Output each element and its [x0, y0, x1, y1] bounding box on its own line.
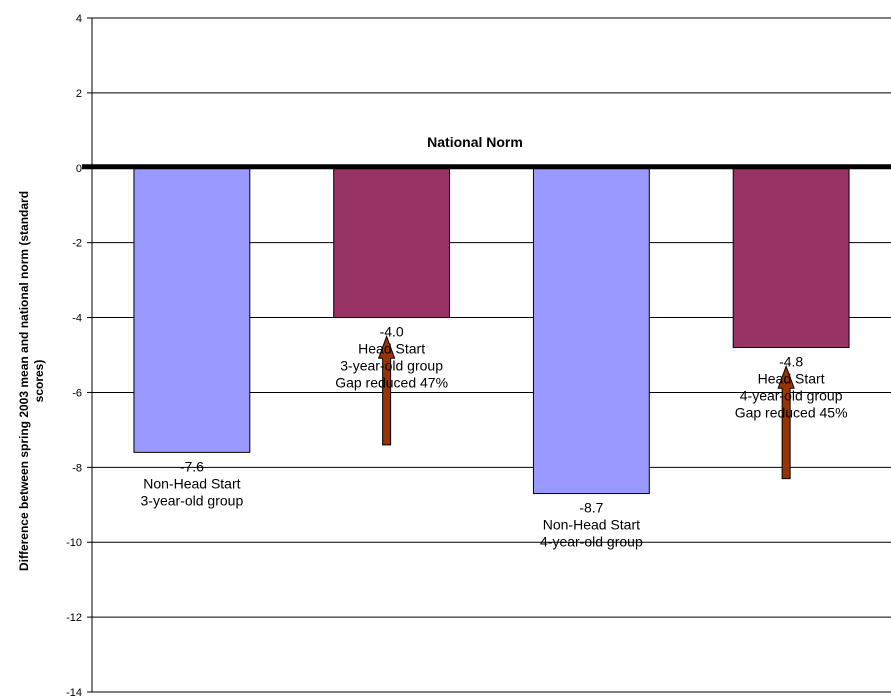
y-tick-label: -2 — [72, 238, 82, 250]
improvement-arrow — [377, 334, 396, 446]
annotation-line: 3-year-old group — [340, 358, 443, 374]
y-tick-label: -8 — [72, 462, 82, 474]
annotation-line: 4-year-old group — [740, 388, 843, 404]
bar — [333, 167, 451, 319]
annotation-line: Non-Head Start — [543, 517, 640, 533]
improvement-arrow — [777, 364, 795, 480]
y-axis-ticks: 4 2 0 -2 -4 -6 -8 -10 -12 -14 — [66, 13, 92, 696]
y-tick-label: 0 — [76, 163, 82, 175]
annotation-line: Head Start — [758, 371, 825, 387]
bar — [133, 167, 251, 453]
annotation-line: Non-Head Start — [143, 475, 240, 491]
y-tick-label: 2 — [76, 88, 82, 100]
y-tick-label: -12 — [66, 612, 82, 624]
annotation-line: -4.8 — [779, 354, 803, 370]
annotation-line: -8.7 — [579, 500, 603, 516]
annotation-line: -7.6 — [180, 458, 204, 474]
y-tick-label: -14 — [66, 687, 82, 696]
annotation-line: 4-year-old group — [540, 534, 643, 550]
arrows — [377, 334, 795, 480]
bars — [133, 167, 850, 495]
y-axis-label: Difference between spring 2003 mean and … — [17, 191, 46, 571]
y-axis-label-line-1: Difference between spring 2003 mean and … — [17, 191, 31, 571]
annotation-line: Head Start — [358, 341, 425, 357]
annotation-line: Gap reduced 47% — [335, 375, 448, 391]
annotation-line: -4.0 — [380, 324, 404, 340]
y-tick-label: -10 — [66, 537, 82, 549]
y-tick-label: -4 — [72, 313, 82, 325]
national-norm-label: National Norm — [427, 134, 523, 150]
y-tick-label: -6 — [72, 387, 82, 399]
y-tick-label: 4 — [76, 13, 82, 25]
bar — [532, 167, 650, 495]
annotation-line: 3-year-old group — [141, 492, 244, 508]
bar — [732, 167, 850, 349]
y-axis-label-line-2: scores) — [32, 360, 46, 403]
annotation-line: Gap reduced 45% — [735, 405, 848, 421]
